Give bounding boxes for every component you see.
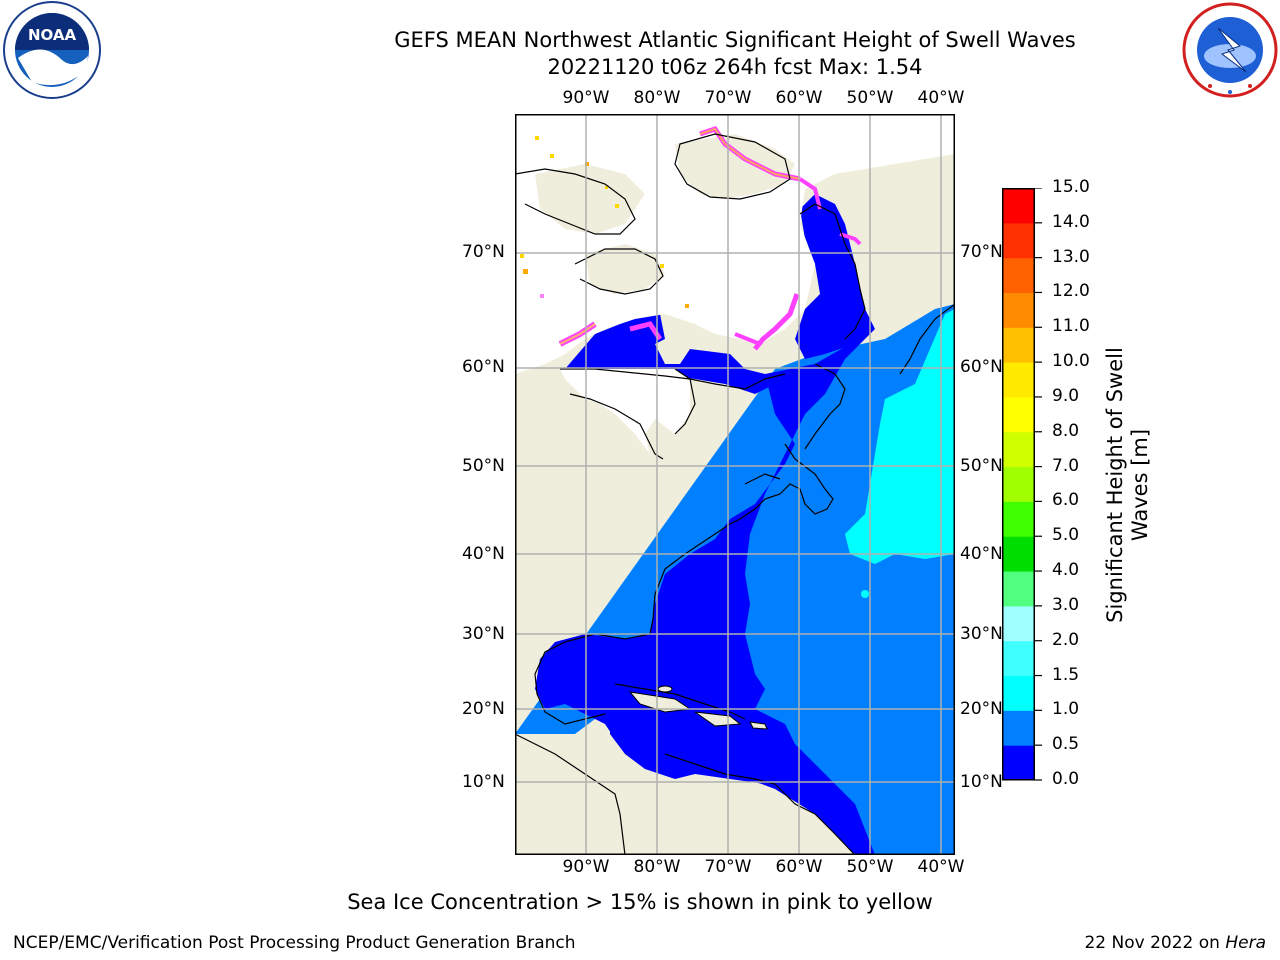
swell-speck xyxy=(861,590,869,598)
colorbar-band xyxy=(1002,710,1034,746)
lat-label-right: 20°N xyxy=(960,699,1003,719)
lat-label-left: 10°N xyxy=(462,772,505,792)
colorbar-band xyxy=(1002,675,1034,711)
colorbar-band xyxy=(1002,222,1034,259)
lat-label-left: 20°N xyxy=(462,699,505,719)
colorbar-tick-label: 1.0 xyxy=(1052,699,1080,720)
colorbar-tick-label: 2.0 xyxy=(1052,629,1080,650)
lat-label-left: 70°N xyxy=(462,242,505,262)
lat-label-left: 30°N xyxy=(462,624,505,644)
colorbar-tick-label: 9.0 xyxy=(1052,385,1080,406)
colorbar-tick-label: 3.0 xyxy=(1052,594,1080,615)
colorbar-tick-label: 4.0 xyxy=(1052,560,1080,581)
nws-logo xyxy=(1182,2,1278,98)
colorbar-band xyxy=(1002,501,1034,537)
chart-subtitle: 20221120 t06z 264h fcst Max: 1.54 xyxy=(547,55,923,79)
lat-label-left: 50°N xyxy=(462,456,505,476)
lat-label-right: 10°N xyxy=(960,772,1003,792)
colorbar-band xyxy=(1002,327,1034,363)
credit-text: NCEP/EMC/Verification Post Processing Pr… xyxy=(13,933,576,953)
noaa-logo: NOAA xyxy=(3,1,101,99)
colorbar-band xyxy=(1002,536,1034,572)
colorbar-label: Significant Height of Swell Waves [m] xyxy=(1103,347,1152,623)
colorbar-frame xyxy=(1002,188,1035,781)
lat-label-left: 40°N xyxy=(462,544,505,564)
lon-label-bottom: 50°W xyxy=(846,857,894,877)
sea-ice-note: Sea Ice Concentration > 15% is shown in … xyxy=(347,890,933,914)
arctic-island-2 xyxy=(535,164,645,234)
lon-label-top: 80°W xyxy=(633,88,681,108)
map-frame xyxy=(515,114,955,855)
colorbar-band xyxy=(1002,292,1034,328)
run-date: 22 Nov 2022 on xyxy=(1084,933,1226,953)
chart-title: GEFS MEAN Northwest Atlantic Significant… xyxy=(394,28,1076,52)
colorbar-band xyxy=(1002,466,1034,502)
colorbar-tick-label: 12.0 xyxy=(1052,281,1090,302)
lon-label-top: 50°W xyxy=(846,88,894,108)
date-host-text: 22 Nov 2022 on Hera xyxy=(1084,933,1266,953)
lat-label-right: 30°N xyxy=(960,624,1003,644)
lon-label-bottom: 80°W xyxy=(633,857,681,877)
noaa-logo-text: NOAA xyxy=(28,26,77,44)
colorbar-tick-label: 7.0 xyxy=(1052,455,1080,476)
colorbar-band xyxy=(1002,188,1034,224)
baffin-bay xyxy=(795,194,875,359)
colorbar-band xyxy=(1002,640,1034,677)
graticule xyxy=(515,114,955,855)
colorbar-tick-label: 0.5 xyxy=(1052,734,1080,755)
colorbar-tick-label: 15.0 xyxy=(1052,177,1090,197)
lon-label-bottom: 40°W xyxy=(917,857,965,877)
lon-label-top: 70°W xyxy=(704,88,752,108)
colorbar-band xyxy=(1002,362,1034,398)
map-panel xyxy=(515,114,955,855)
sea-ice-edge xyxy=(520,126,862,351)
colorbar-tick-label: 0.0 xyxy=(1052,769,1080,789)
colorbar-band xyxy=(1002,571,1034,607)
lon-label-bottom: 90°W xyxy=(562,857,610,877)
ocean-swell-1.0-1.5 xyxy=(845,309,955,564)
lat-label-left: 60°N xyxy=(462,357,505,377)
lat-label-right: 40°N xyxy=(960,544,1003,564)
colorbar-tick-label: 6.0 xyxy=(1052,490,1080,511)
caribbean-sea xyxy=(610,689,775,784)
colorbar-tick-label: 5.0 xyxy=(1052,525,1080,546)
colorbar xyxy=(1002,188,1042,781)
colorbar-tick-label: 10.0 xyxy=(1052,351,1090,372)
lat-label-right: 60°N xyxy=(960,357,1003,377)
arctic-island-4 xyxy=(655,334,690,364)
host-name: Hera xyxy=(1225,933,1266,953)
colorbar-band xyxy=(1002,605,1034,642)
colorbar-tick-label: 13.0 xyxy=(1052,246,1090,267)
arctic-islands xyxy=(675,134,795,199)
lon-label-top: 60°W xyxy=(775,88,823,108)
lat-label-right: 50°N xyxy=(960,456,1003,476)
lon-label-top: 90°W xyxy=(562,88,610,108)
arctic-island-3 xyxy=(585,244,665,294)
colorbar-tick-label: 1.5 xyxy=(1052,664,1080,685)
colorbar-band xyxy=(1002,257,1034,293)
colorbar-band xyxy=(1002,396,1034,433)
colorbar-band xyxy=(1002,431,1034,468)
lon-label-bottom: 70°W xyxy=(704,857,752,877)
colorbar-tick-label: 8.0 xyxy=(1052,420,1080,441)
colorbar-tick-label: 11.0 xyxy=(1052,316,1090,337)
lon-label-bottom: 60°W xyxy=(775,857,823,877)
lat-label-right: 70°N xyxy=(960,242,1003,262)
lon-label-top: 40°W xyxy=(917,88,965,108)
colorbar-band xyxy=(1002,745,1034,781)
colorbar-tick-label: 14.0 xyxy=(1052,211,1090,232)
